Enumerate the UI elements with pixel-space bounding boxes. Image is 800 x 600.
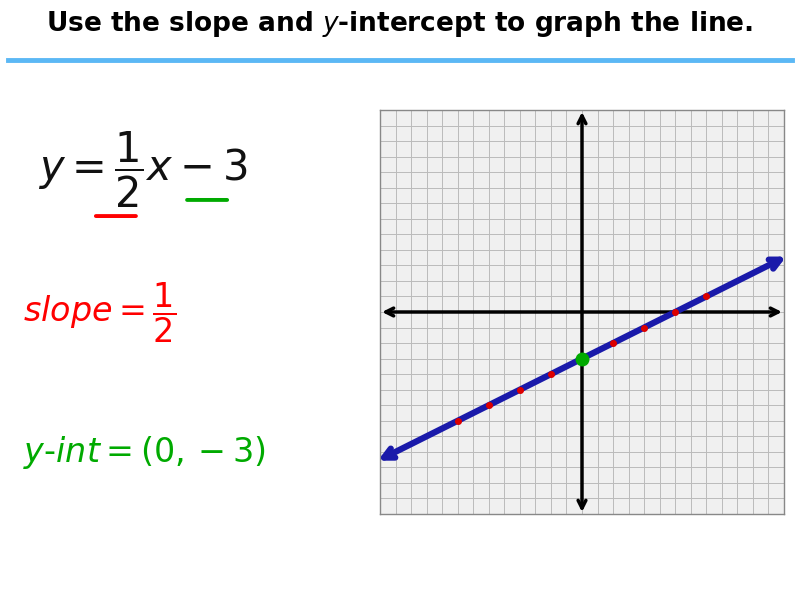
- Text: $slope = \dfrac{1}{2}$: $slope = \dfrac{1}{2}$: [22, 280, 176, 345]
- Text: $y = \dfrac{1}{2}x - 3$: $y = \dfrac{1}{2}x - 3$: [38, 130, 247, 211]
- Text: $y\text{-}int = (0, -3)$: $y\text{-}int = (0, -3)$: [22, 434, 266, 471]
- Text: Use the slope and $\mathit{y}$-intercept to graph the line.: Use the slope and $\mathit{y}$-intercept…: [46, 9, 754, 39]
